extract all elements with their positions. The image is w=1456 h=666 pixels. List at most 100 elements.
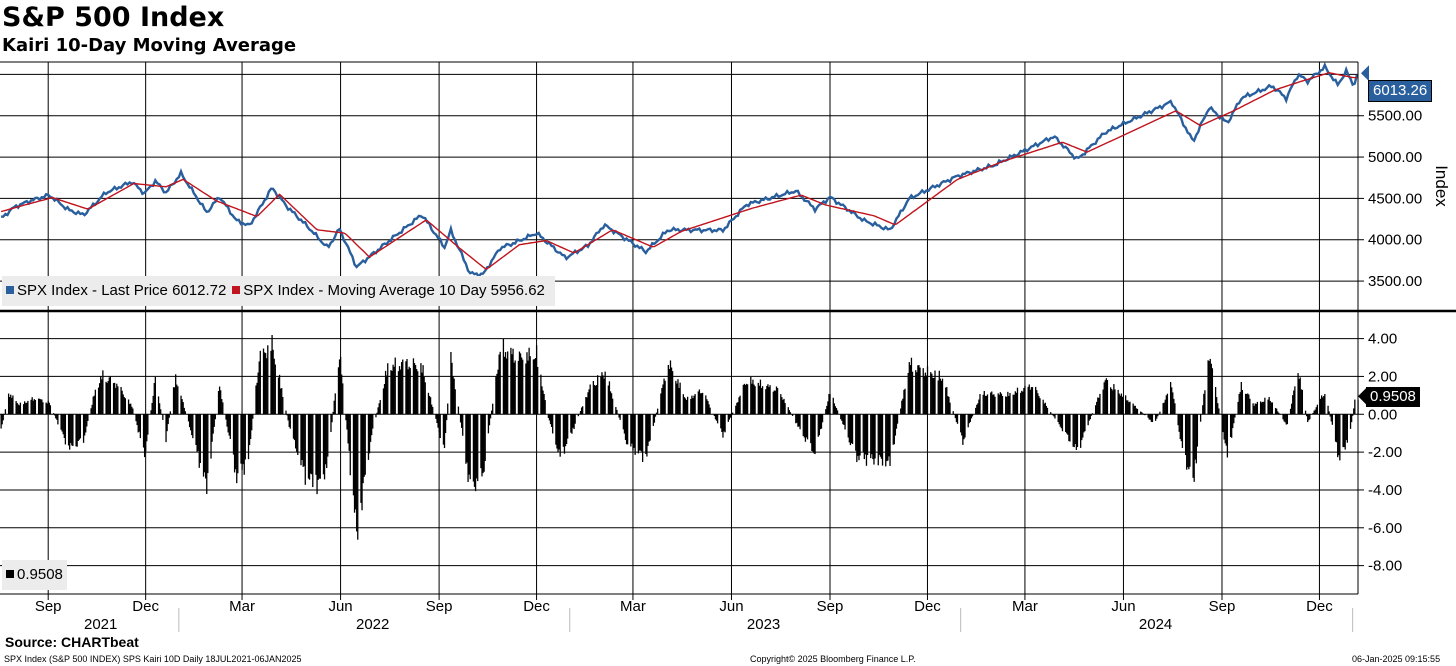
kairi-bar bbox=[1021, 390, 1023, 415]
kairi-bar bbox=[1329, 414, 1331, 417]
kairi-bar bbox=[1008, 396, 1010, 415]
kairi-bar bbox=[1007, 391, 1009, 415]
kairi-bar bbox=[33, 399, 35, 415]
moving-average-line bbox=[0, 71, 1357, 270]
month-tick-label: Dec bbox=[914, 598, 941, 615]
kairi-bar bbox=[1238, 393, 1240, 415]
kairi-bar bbox=[353, 414, 356, 513]
kairi-bar bbox=[25, 403, 27, 415]
kairi-bar bbox=[999, 392, 1001, 415]
kairi-bar bbox=[1330, 414, 1332, 422]
kairi-bar bbox=[1126, 400, 1128, 415]
kairi-bar bbox=[847, 414, 849, 438]
kairi-bar bbox=[339, 356, 342, 415]
kairi-bar bbox=[782, 399, 784, 415]
kairi-bar bbox=[742, 384, 744, 415]
kairi-bar bbox=[412, 358, 415, 415]
kairi-bar bbox=[1099, 393, 1101, 415]
kairi-bar bbox=[244, 414, 246, 460]
kairi-bar bbox=[796, 414, 798, 423]
kairi-bar bbox=[1157, 414, 1159, 417]
kairi-bar bbox=[102, 370, 104, 415]
kairi-bar bbox=[1319, 398, 1322, 415]
kairi-bar bbox=[120, 387, 122, 415]
kairi-bar bbox=[1324, 394, 1326, 415]
kairi-bar bbox=[252, 414, 254, 419]
kairi-bar bbox=[376, 412, 378, 415]
kairi-bar bbox=[182, 402, 184, 415]
kairi-bar bbox=[391, 371, 393, 415]
month-tick-label: Jun bbox=[328, 598, 352, 615]
kairi-bar bbox=[1276, 408, 1278, 415]
kairi-bar bbox=[783, 398, 785, 415]
kairi-bar bbox=[983, 390, 985, 415]
kairi-bar bbox=[1081, 414, 1083, 441]
month-tick-label: Mar bbox=[620, 598, 646, 615]
kairi-bar bbox=[1307, 414, 1309, 423]
kairi-bar bbox=[517, 360, 520, 415]
kairi-bar bbox=[147, 414, 149, 435]
kairi-bar bbox=[706, 399, 708, 415]
kairi-bar bbox=[166, 414, 168, 432]
kairi-bar bbox=[862, 414, 864, 453]
kairi-bar bbox=[1289, 408, 1292, 415]
kairi-bar bbox=[315, 414, 317, 475]
kairi-bar bbox=[360, 414, 362, 503]
kairi-bar bbox=[184, 411, 186, 415]
kairi-bar bbox=[203, 414, 206, 473]
kairi-bar bbox=[1218, 408, 1220, 415]
kairi-bar bbox=[287, 414, 289, 421]
kairi-bar bbox=[1158, 413, 1160, 415]
kairi-bar bbox=[221, 399, 223, 415]
kairi-bar bbox=[677, 379, 679, 415]
kairi-bar bbox=[781, 397, 783, 415]
kairi-bar bbox=[217, 391, 220, 415]
kairi-bar bbox=[263, 352, 266, 415]
kairi-bar bbox=[472, 414, 475, 482]
kairi-bar bbox=[1339, 414, 1341, 461]
kairi-bar bbox=[585, 396, 587, 415]
kairi-bar bbox=[1259, 401, 1262, 415]
kairi-bar bbox=[705, 395, 707, 415]
kairi-bar bbox=[849, 414, 852, 446]
kairi-bar bbox=[660, 393, 662, 415]
kairi-bar bbox=[841, 414, 843, 421]
kairi-bar bbox=[301, 414, 303, 461]
kairi-bar bbox=[1124, 395, 1127, 415]
kairi-bar bbox=[142, 414, 145, 448]
month-tick-label: Sep bbox=[1209, 598, 1236, 615]
kairi-bar bbox=[1222, 414, 1224, 433]
kairi-bar bbox=[1298, 379, 1300, 415]
kairi-bar bbox=[1180, 414, 1182, 442]
kairi-bar bbox=[1012, 394, 1014, 415]
kairi-bar bbox=[322, 414, 325, 475]
kairi-bar bbox=[56, 414, 58, 420]
kairi-bar bbox=[442, 414, 445, 445]
kairi-bar bbox=[337, 367, 340, 415]
kairi-bar bbox=[18, 405, 20, 415]
kairi-bar bbox=[825, 409, 827, 415]
kairi-tick-label: -6.00 bbox=[1368, 520, 1402, 537]
month-tick-label: Jun bbox=[1111, 598, 1135, 615]
kairi-bar bbox=[1207, 360, 1209, 415]
kairi-bar bbox=[1226, 414, 1229, 458]
kairi-bar bbox=[160, 409, 162, 415]
kairi-bar bbox=[1102, 389, 1104, 415]
last-price-tag: 6013.26 bbox=[1368, 80, 1433, 102]
kairi-bar bbox=[1300, 389, 1302, 415]
kairi-bar bbox=[393, 366, 395, 415]
kairi-bar bbox=[992, 394, 994, 415]
kairi-bar bbox=[775, 386, 778, 415]
kairi-bar bbox=[1060, 414, 1063, 429]
kairi-bar bbox=[976, 404, 978, 415]
kairi-bar bbox=[1133, 405, 1135, 415]
kairi-bar bbox=[378, 403, 380, 415]
kairi-bar bbox=[1016, 387, 1019, 415]
kairi-bar bbox=[993, 394, 995, 415]
kairi-bar bbox=[1217, 403, 1219, 415]
kairi-bar bbox=[158, 403, 161, 415]
kairi-bar bbox=[720, 414, 722, 429]
kairi-bar bbox=[457, 406, 460, 415]
kairi-bar bbox=[498, 354, 500, 415]
kairi-bar bbox=[909, 365, 912, 415]
